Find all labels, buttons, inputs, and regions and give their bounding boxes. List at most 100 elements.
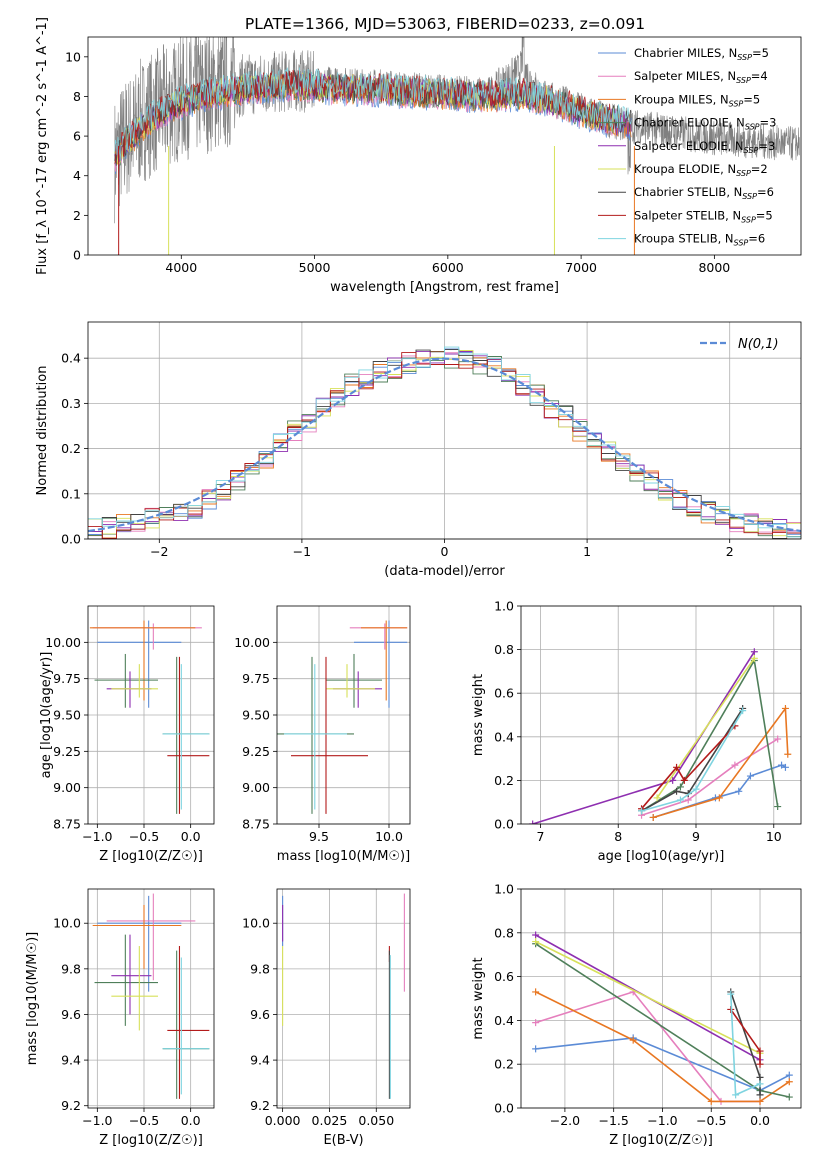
point-marker xyxy=(638,807,646,815)
point-marker xyxy=(785,1071,793,1079)
x-axis-label: Z [log10(Z/Z☉)] xyxy=(609,1133,713,1148)
point-marker xyxy=(673,763,681,771)
y-tick-label: 9.6 xyxy=(250,1007,270,1022)
series-line xyxy=(535,940,761,1055)
y-tick-label: 0.0 xyxy=(494,817,514,832)
point-marker xyxy=(756,1097,764,1105)
y-tick-label: 9.4 xyxy=(250,1053,270,1068)
point-marker xyxy=(532,938,540,946)
x-tick-label: 0 xyxy=(441,544,449,559)
point-marker xyxy=(781,704,789,712)
y-tick-label: 9.8 xyxy=(61,961,81,976)
x-tick-label: −2.0 xyxy=(550,1113,580,1128)
point-marker xyxy=(727,990,735,998)
axes-frame xyxy=(87,321,802,540)
point-marker xyxy=(669,776,677,784)
point-marker xyxy=(684,796,692,804)
legend-label: Salpeter ELODIE, NSSP=3 xyxy=(634,139,775,155)
y-tick-label: 0.0 xyxy=(494,1101,514,1116)
y-tick-label: 0.4 xyxy=(61,351,81,366)
point-marker xyxy=(649,813,657,821)
x-axis-label: age [log10(age/yr)] xyxy=(598,849,725,864)
x-axis-label: wavelength [Angstrom, rest frame] xyxy=(330,280,559,295)
y-tick-label: 0 xyxy=(73,248,81,263)
x-tick-label: −1.0 xyxy=(82,829,112,844)
plot-area xyxy=(282,893,405,1099)
x-tick-label: 0.0 xyxy=(181,1113,201,1128)
legend-label: Chabrier MILES, NSSP=5 xyxy=(634,46,769,62)
y-tick-label: 9.8 xyxy=(250,961,270,976)
x-tick-label: −1.0 xyxy=(647,1113,677,1128)
y-axis-label: age [log10(age/yr)] xyxy=(39,652,54,779)
y-tick-label: 9.00 xyxy=(242,780,270,795)
panel-weight_vs_Z: −2.0 −1.5 −1.0 −0.5 0.0 0.0 0.2 0.4 0.6 0.8 1.0 Z [… xyxy=(471,882,802,1148)
x-tick-label: 1 xyxy=(583,544,591,559)
y-tick-label: 9.25 xyxy=(242,744,270,759)
plot-area xyxy=(114,37,800,255)
legend-label: Salpeter MILES, NSSP=4 xyxy=(634,69,768,85)
x-tick-label: −0.5 xyxy=(129,829,159,844)
panel-weight_vs_age: 7 8 9 10 0.0 0.2 0.4 0.6 0.8 1.0 age [log10(age/yr… xyxy=(471,599,802,864)
axes-frame xyxy=(520,605,802,825)
legend-label: Chabrier ELODIE, NSSP=3 xyxy=(634,116,776,132)
x-tick-label: 0.0 xyxy=(750,1113,770,1128)
y-tick-label: 0.2 xyxy=(494,1057,514,1072)
legend-label: Kroupa STELIB, NSSP=6 xyxy=(634,232,765,248)
y-tick-label: 0.0 xyxy=(61,532,81,547)
series-line xyxy=(641,710,744,812)
axes-frame xyxy=(87,605,215,825)
legend-label: Kroupa MILES, NSSP=5 xyxy=(634,92,760,108)
figure-title: PLATE=1366, MJD=53063, FIBERID=0233, z=0… xyxy=(245,15,645,33)
point-marker xyxy=(692,785,700,793)
plot-area xyxy=(88,346,801,539)
x-tick-label: 5000 xyxy=(299,260,331,275)
point-marker xyxy=(774,735,782,743)
point-marker xyxy=(785,1093,793,1101)
plot-area xyxy=(532,931,793,1105)
y-axis-label: mass [log10(M/M☉)] xyxy=(25,932,40,1065)
point-marker xyxy=(756,1060,764,1068)
x-axis-label: Z [log10(Z/Z☉)] xyxy=(99,1133,203,1148)
point-marker xyxy=(756,1047,764,1055)
point-marker xyxy=(676,783,684,791)
x-axis-label: Z [log10(Z/Z☉)] xyxy=(99,849,203,864)
x-tick-label: 10.0 xyxy=(375,829,403,844)
y-axis-label: Normed distribution xyxy=(35,366,50,496)
y-tick-label: 0.4 xyxy=(494,1013,514,1028)
x-axis-label: (data-model)/error xyxy=(384,564,505,579)
y-tick-label: 2 xyxy=(73,208,81,223)
legend-label: N(0,1) xyxy=(738,337,779,352)
y-tick-label: 9.75 xyxy=(53,671,81,686)
y-tick-label: 0.1 xyxy=(61,486,81,501)
x-tick-label: 7 xyxy=(536,829,544,844)
model-spectrum-line xyxy=(114,67,632,161)
series-line xyxy=(640,725,736,810)
point-marker xyxy=(629,1036,637,1044)
point-marker xyxy=(756,1073,764,1081)
x-tick-label: 0.0 xyxy=(181,829,201,844)
y-tick-label: 4 xyxy=(73,168,81,183)
panel-residuals: −2 −1 0 1 2 0.0 0.1 0.2 0.3 0.4 (data-model)/error… xyxy=(35,321,802,579)
plot-area xyxy=(277,620,408,814)
x-tick-label: 4000 xyxy=(165,260,197,275)
point-marker xyxy=(532,1019,540,1027)
y-tick-label: 0.6 xyxy=(494,969,514,984)
point-marker xyxy=(774,803,782,811)
y-tick-label: 10.0 xyxy=(242,916,270,931)
y-tick-label: 1.0 xyxy=(494,882,514,897)
x-tick-label: 9 xyxy=(692,829,700,844)
gaussian-curve xyxy=(88,357,801,533)
y-tick-label: 0.8 xyxy=(494,642,514,657)
x-tick-label: −0.5 xyxy=(129,1113,159,1128)
point-marker xyxy=(715,794,723,802)
point-marker xyxy=(676,796,684,804)
y-tick-label: 10 xyxy=(65,49,81,64)
x-tick-label: 7000 xyxy=(565,260,597,275)
axes-frame xyxy=(87,36,802,256)
point-marker xyxy=(778,761,786,769)
point-marker xyxy=(529,820,537,824)
axes-frame xyxy=(87,888,215,1109)
y-tick-label: 9.4 xyxy=(61,1053,81,1068)
y-tick-label: 9.75 xyxy=(242,671,270,686)
